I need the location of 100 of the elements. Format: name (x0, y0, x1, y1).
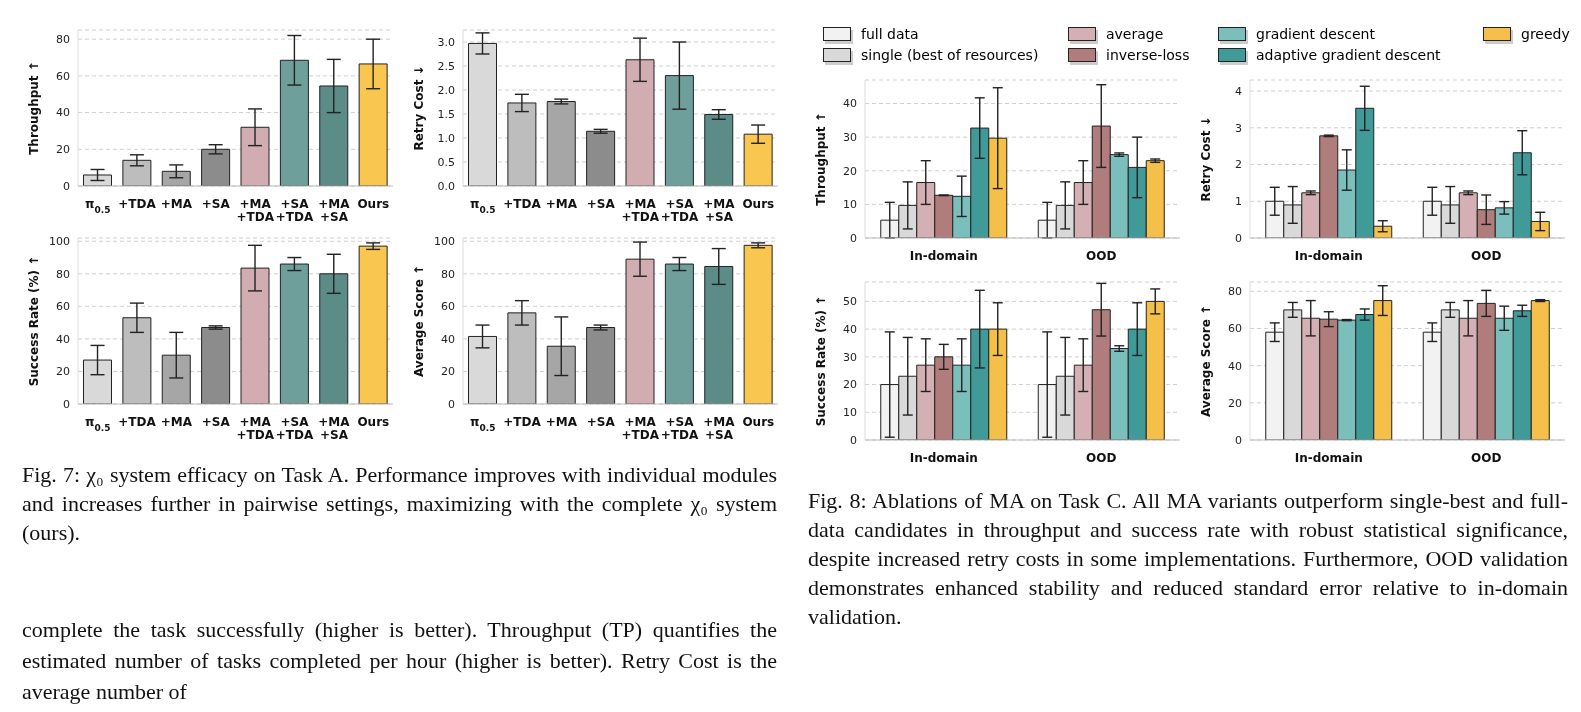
x-tick-label: π$_{0.5}$ (469, 197, 496, 215)
x-tick-label: +MA +SA (318, 415, 351, 442)
y-tick-label: 2 (1235, 158, 1242, 172)
x-tick-label: Ours (742, 415, 775, 429)
y-tick-label: 2.5 (437, 59, 455, 73)
y-axis-title: Retry Cost ↓ (412, 65, 427, 151)
x-tick-label: In-domain (1294, 249, 1363, 263)
y-axis-title: Retry Cost ↓ (1199, 116, 1214, 202)
y-tick-label: 100 (49, 235, 70, 249)
x-tick-label: +MA +TDA (621, 415, 660, 442)
y-tick-label: 10 (843, 198, 857, 212)
legend-label: inverse-loss (1106, 47, 1190, 63)
y-tick-label: 80 (441, 267, 455, 281)
y-tick-label: 0.0 (437, 179, 455, 193)
y-tick-label: 60 (56, 300, 70, 314)
text: complete the task successfully (higher is better). Throughput (TP) quantifies the estimated number of tasks completed per hour (higher is better). Retry Cost is the average number of (22, 616, 777, 706)
x-tick-label: +MA +TDA (236, 197, 275, 224)
y-tick-label: 20 (441, 365, 455, 379)
caption: Fig. 8: Ablations of MA on Task C. All MA variants outperform single-best and full-data candidates in throughput and success rate with robust statistical significance, despite increased retry costs in some implementations. Furthermore, OOD validation demonstrates enhanced stability and reduced standard error relative to in-domain validation. (808, 487, 1568, 631)
y-tick-label: 4 (1235, 84, 1242, 98)
y-tick-label: 40 (1228, 359, 1242, 373)
x-tick-label: +MA (160, 197, 193, 211)
y-tick-label: 0 (850, 231, 857, 245)
y-tick-label: 0 (1235, 433, 1242, 447)
y-tick-label: 0 (63, 179, 70, 193)
x-tick-label: +TDA (118, 197, 157, 211)
y-tick-label: 0 (850, 433, 857, 447)
y-tick-label: 3.0 (437, 35, 455, 49)
y-axis-title: Average Score ↑ (1199, 304, 1214, 418)
y-tick-label: 40 (843, 323, 857, 337)
y-tick-label: 60 (56, 69, 70, 83)
x-tick-label: +SA +TDA (275, 197, 315, 224)
legend-label: greedy (1521, 26, 1570, 42)
x-tick-label: +TDA (118, 415, 157, 429)
y-tick-label: 0 (1235, 231, 1242, 245)
x-tick-label: OOD (1086, 249, 1117, 263)
x-tick-label: +MA (545, 415, 578, 429)
y-tick-label: 100 (434, 235, 455, 249)
x-tick-label: +MA +SA (703, 415, 736, 442)
y-tick-label: 20 (56, 143, 70, 157)
x-tick-label: In-domain (1294, 451, 1363, 465)
y-tick-label: 30 (843, 131, 857, 145)
x-tick-label: +MA +TDA (621, 197, 660, 224)
x-tick-label: Ours (357, 415, 390, 429)
x-tick-label: OOD (1471, 249, 1502, 263)
y-tick-label: 20 (843, 378, 857, 392)
y-axis-title: Success Rate (%) ↑ (814, 295, 829, 427)
x-tick-label: +SA +TDA (660, 415, 700, 442)
x-tick-label: +SA (201, 197, 231, 211)
legend-label: single (best of resources) (861, 47, 1039, 63)
y-tick-label: 20 (843, 164, 857, 178)
y-tick-label: 30 (843, 350, 857, 364)
y-tick-label: 80 (1228, 285, 1242, 299)
x-tick-label: In-domain (909, 249, 978, 263)
y-tick-label: 60 (441, 300, 455, 314)
y-tick-label: 40 (56, 332, 70, 346)
y-axis-title: Throughput ↑ (27, 61, 42, 155)
x-tick-label: +SA (586, 415, 616, 429)
y-tick-label: 40 (441, 332, 455, 346)
y-tick-label: 3 (1235, 121, 1242, 135)
x-tick-label: +TDA (503, 415, 542, 429)
y-tick-label: 0.5 (437, 155, 455, 169)
y-tick-label: 60 (1228, 322, 1242, 336)
y-tick-label: 10 (843, 406, 857, 420)
caption: Fig. 7: χ₀ system efficacy on Task A. Performance improves with individual modules and increases further in pairwise settings, maximizing with the complete χ₀ system (ours). (22, 461, 777, 547)
x-tick-label: +SA (586, 197, 616, 211)
y-tick-label: 1.5 (437, 107, 455, 121)
y-tick-label: 20 (56, 365, 70, 379)
x-tick-label: +MA +SA (318, 197, 351, 224)
y-axis-title: Throughput ↑ (814, 112, 829, 206)
x-tick-label: π$_{0.5}$ (84, 197, 111, 215)
x-tick-label: OOD (1471, 451, 1502, 465)
legend-label: gradient descent (1256, 26, 1375, 42)
x-tick-label: +MA +SA (703, 197, 736, 224)
y-tick-label: 1.0 (437, 131, 455, 145)
legend-label: full data (861, 26, 919, 42)
x-tick-label: +MA (545, 197, 578, 211)
y-tick-label: 40 (56, 106, 70, 120)
x-tick-label: Ours (357, 197, 390, 211)
x-tick-label: +SA (201, 415, 231, 429)
y-tick-label: 1 (1235, 195, 1242, 209)
y-tick-label: 80 (56, 33, 70, 47)
x-tick-label: In-domain (909, 451, 978, 465)
x-tick-label: +TDA (503, 197, 542, 211)
x-tick-label: OOD (1086, 451, 1117, 465)
x-tick-label: +SA +TDA (660, 197, 700, 224)
y-tick-label: 40 (843, 97, 857, 111)
y-axis-title: Success Rate (%) ↑ (27, 255, 42, 387)
y-tick-label: 50 (843, 295, 857, 309)
legend-label: average (1106, 26, 1164, 42)
y-tick-label: 2.0 (437, 83, 455, 97)
x-tick-label: Ours (742, 197, 775, 211)
x-tick-label: π$_{0.5}$ (469, 415, 496, 433)
x-tick-label: +SA +TDA (275, 415, 315, 442)
y-tick-label: 0 (448, 397, 455, 411)
x-tick-label: +MA (160, 415, 193, 429)
y-axis-title: Average Score ↑ (412, 264, 427, 378)
legend-label: adaptive gradient descent (1256, 47, 1441, 63)
x-tick-label: π$_{0.5}$ (84, 415, 111, 433)
y-tick-label: 80 (56, 267, 70, 281)
